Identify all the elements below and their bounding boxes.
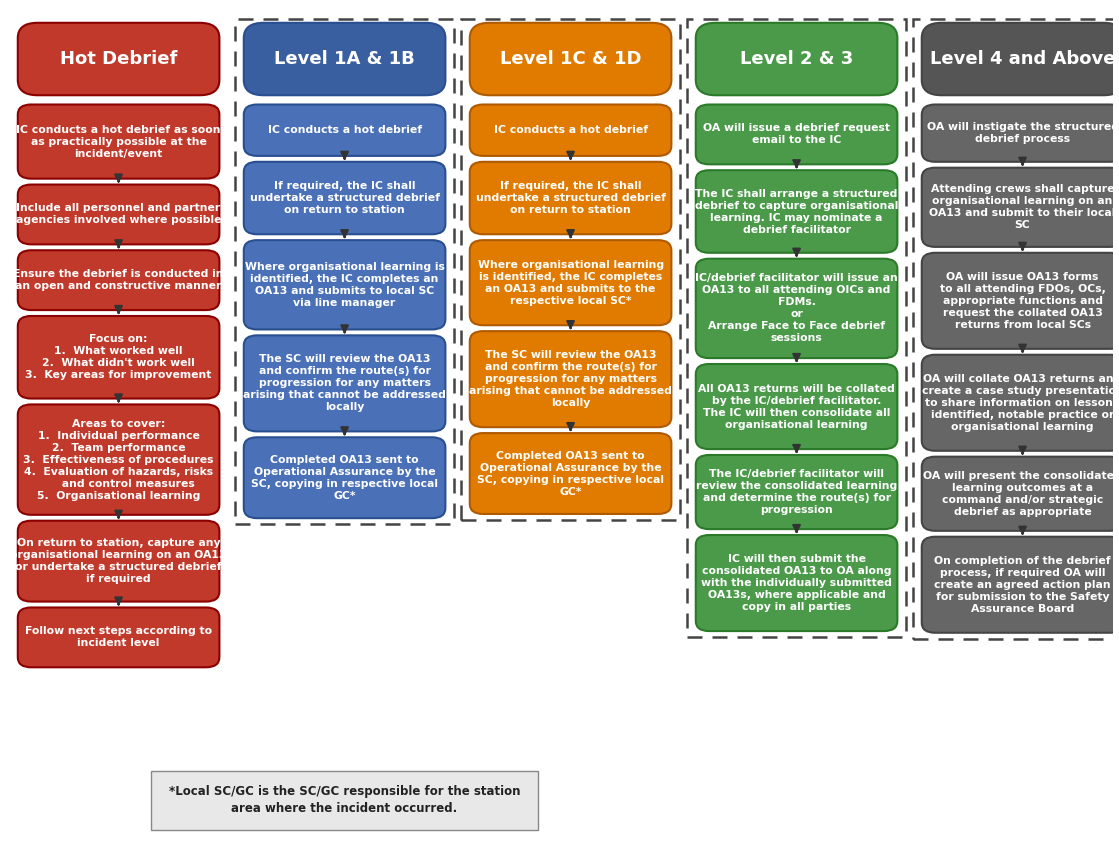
Text: Hot Debrief: Hot Debrief <box>60 50 177 68</box>
Text: Follow next steps according to
incident level: Follow next steps according to incident … <box>25 626 213 648</box>
FancyBboxPatch shape <box>696 170 897 253</box>
FancyBboxPatch shape <box>696 455 897 529</box>
FancyBboxPatch shape <box>151 771 538 830</box>
FancyBboxPatch shape <box>18 404 219 515</box>
FancyBboxPatch shape <box>18 521 219 602</box>
Text: The SC will review the OA13
and confirm the route(s) for
progression for any mat: The SC will review the OA13 and confirm … <box>243 354 446 413</box>
Text: OA will instigate the structured
debrief process: OA will instigate the structured debrief… <box>927 123 1119 144</box>
Text: Include all personnel and partner
agencies involved where possible: Include all personnel and partner agenci… <box>16 203 222 226</box>
Text: IC/debrief facilitator will issue an
OA13 to all attending OICs and
FDMs.
or
Arr: IC/debrief facilitator will issue an OA1… <box>695 273 897 344</box>
FancyBboxPatch shape <box>470 331 671 427</box>
Text: Level 4 and Above: Level 4 and Above <box>930 50 1116 68</box>
FancyBboxPatch shape <box>18 23 219 95</box>
FancyBboxPatch shape <box>922 23 1119 95</box>
Text: Attending crews shall capture
organisational learning on an
OA13 and submit to t: Attending crews shall capture organisati… <box>930 185 1116 231</box>
Text: If required, the IC shall
undertake a structured debrief
on return to station: If required, the IC shall undertake a st… <box>250 181 440 215</box>
FancyBboxPatch shape <box>922 105 1119 162</box>
FancyBboxPatch shape <box>922 537 1119 633</box>
FancyBboxPatch shape <box>922 168 1119 247</box>
Text: Level 1A & 1B: Level 1A & 1B <box>274 50 415 68</box>
FancyBboxPatch shape <box>470 433 671 514</box>
FancyBboxPatch shape <box>696 535 897 631</box>
Text: Focus on:
1.  What worked well
2.  What didn't work well
3.  Key areas for impro: Focus on: 1. What worked well 2. What di… <box>26 334 211 380</box>
Text: IC conducts a hot debrief: IC conducts a hot debrief <box>493 125 648 135</box>
Text: IC will then submit the
consolidated OA13 to OA along
with the individually subm: IC will then submit the consolidated OA1… <box>702 554 892 612</box>
Text: OA will collate OA13 returns and
create a case study presentation
to share infor: OA will collate OA13 returns and create … <box>922 374 1119 431</box>
FancyBboxPatch shape <box>696 105 897 164</box>
Text: Areas to cover:
1.  Individual performance
2.  Team performance
3.  Effectivenes: Areas to cover: 1. Individual performanc… <box>23 419 214 500</box>
Text: Completed OA13 sent to
Operational Assurance by the
SC, copying in respective lo: Completed OA13 sent to Operational Assur… <box>251 454 438 500</box>
FancyBboxPatch shape <box>244 162 445 234</box>
FancyBboxPatch shape <box>18 608 219 667</box>
FancyBboxPatch shape <box>244 105 445 156</box>
Text: Completed OA13 sent to
Operational Assurance by the
SC, copying in respective lo: Completed OA13 sent to Operational Assur… <box>477 450 664 496</box>
Text: On return to station, capture any
organisational learning on an OA13
or undertak: On return to station, capture any organi… <box>10 538 227 584</box>
FancyBboxPatch shape <box>470 23 671 95</box>
FancyBboxPatch shape <box>18 105 219 179</box>
FancyBboxPatch shape <box>470 162 671 234</box>
Text: The SC will review the OA13
and confirm the route(s) for
progression for any mat: The SC will review the OA13 and confirm … <box>469 350 673 408</box>
Text: The IC shall arrange a structured
debrief to capture organisational
learning. IC: The IC shall arrange a structured debrie… <box>695 189 899 235</box>
FancyBboxPatch shape <box>696 364 897 449</box>
FancyBboxPatch shape <box>470 105 671 156</box>
FancyBboxPatch shape <box>922 457 1119 531</box>
Text: OA will issue a debrief request
email to the IC: OA will issue a debrief request email to… <box>703 123 890 146</box>
Text: Ensure the debrief is conducted in
an open and constructive manner: Ensure the debrief is conducted in an op… <box>13 269 224 291</box>
FancyBboxPatch shape <box>244 23 445 95</box>
Text: All OA13 returns will be collated
by the IC/debrief facilitator.
The IC will the: All OA13 returns will be collated by the… <box>698 384 895 430</box>
FancyBboxPatch shape <box>18 185 219 244</box>
FancyBboxPatch shape <box>244 240 445 329</box>
Text: The IC/debrief facilitator will
review the consolidated learning
and determine t: The IC/debrief facilitator will review t… <box>696 469 897 515</box>
Text: OA will present the consolidated
learning outcomes at a
command and/or strategic: OA will present the consolidated learnin… <box>923 471 1119 517</box>
FancyBboxPatch shape <box>696 23 897 95</box>
Text: Level 1C & 1D: Level 1C & 1D <box>500 50 641 68</box>
FancyBboxPatch shape <box>922 355 1119 451</box>
Text: Where organisational learning is
identified, the IC completes an
OA13 and submit: Where organisational learning is identif… <box>245 262 444 308</box>
FancyBboxPatch shape <box>922 253 1119 349</box>
FancyBboxPatch shape <box>18 316 219 398</box>
Text: *Local SC/GC is the SC/GC responsible for the station
area where the incident oc: *Local SC/GC is the SC/GC responsible fo… <box>169 785 520 815</box>
FancyBboxPatch shape <box>696 259 897 358</box>
FancyBboxPatch shape <box>470 240 671 325</box>
Text: Where organisational learning
is identified, the IC completes
an OA13 and submit: Where organisational learning is identif… <box>478 260 664 306</box>
Text: IC conducts a hot debrief as soon
as practically possible at the
incident/event: IC conducts a hot debrief as soon as pra… <box>17 124 220 158</box>
FancyBboxPatch shape <box>244 335 445 431</box>
Text: OA will issue OA13 forms
to all attending FDOs, OCs,
appropriate functions and
r: OA will issue OA13 forms to all attendin… <box>940 271 1106 330</box>
FancyBboxPatch shape <box>18 250 219 310</box>
Text: On completion of the debrief
process, if required OA will
create an agreed actio: On completion of the debrief process, if… <box>934 556 1111 614</box>
FancyBboxPatch shape <box>244 437 445 518</box>
Text: Level 2 & 3: Level 2 & 3 <box>740 50 853 68</box>
Text: If required, the IC shall
undertake a structured debrief
on return to station: If required, the IC shall undertake a st… <box>476 181 666 215</box>
Text: IC conducts a hot debrief: IC conducts a hot debrief <box>267 125 422 135</box>
